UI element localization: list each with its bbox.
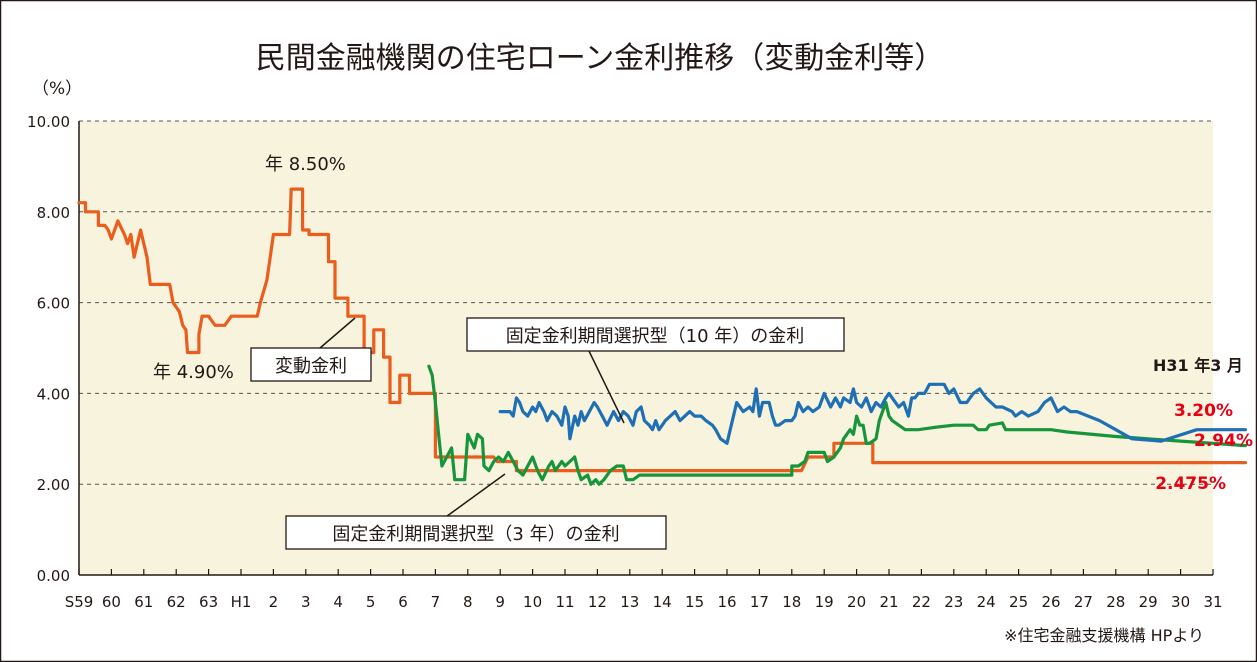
x-tick-label: 12 <box>588 593 607 611</box>
x-tick-label: 26 <box>1041 593 1060 611</box>
x-tick-label: 8 <box>463 593 473 611</box>
series-line-0 <box>77 187 1247 473</box>
label-box-3yr <box>285 515 667 550</box>
y-tick-label: 10.00 <box>27 113 70 131</box>
y-tick-label: 6.00 <box>37 295 70 313</box>
x-tick-label: 23 <box>944 593 963 611</box>
x-tick-label: 17 <box>750 593 769 611</box>
x-tick-label: 5 <box>366 593 376 611</box>
series-line-1 <box>427 364 1247 486</box>
leader-line-variable <box>319 317 356 349</box>
x-tick-label: 60 <box>102 593 121 611</box>
x-tick-label: 22 <box>912 593 931 611</box>
x-tick-label: 14 <box>653 593 672 611</box>
current-date-label: H31 年3 月 <box>1153 356 1243 375</box>
end-label-3yr: 2.94% <box>1194 431 1253 451</box>
label-10yr-rate: 固定金利期間選択型（10 年）の金利 <box>506 326 805 347</box>
label-variable-rate: 変動金利 <box>275 356 347 377</box>
x-tick-label: 7 <box>431 593 441 611</box>
x-tick-label: 4 <box>333 593 343 611</box>
label-box-variable <box>250 347 372 382</box>
x-tick-label: S59 <box>65 593 94 611</box>
x-tick-label: 16 <box>717 593 736 611</box>
x-tick-label: 10 <box>523 593 542 611</box>
label-3yr-rate: 固定金利期間選択型（3 年）の金利 <box>332 524 619 545</box>
series-line-2 <box>498 382 1247 445</box>
x-tick-label: 30 <box>1171 593 1190 611</box>
leader-line-3yr <box>442 473 506 520</box>
x-tick-label: 11 <box>555 593 574 611</box>
x-tick-label: 31 <box>1203 593 1222 611</box>
y-tick-label: 8.00 <box>37 204 70 222</box>
y-axis-label: （%） <box>32 79 82 99</box>
x-tick-label: 25 <box>1009 593 1028 611</box>
annotation-peak: 年 8.50% <box>265 154 346 175</box>
x-tick-label: 3 <box>301 593 311 611</box>
x-tick-label: 63 <box>199 593 218 611</box>
x-tick-label: 18 <box>782 593 801 611</box>
x-tick-label: 24 <box>977 593 996 611</box>
y-tick-label: 0.00 <box>37 567 70 585</box>
x-tick-label: 27 <box>1074 593 1093 611</box>
x-tick-label: 2 <box>269 593 279 611</box>
end-label-variable: 2.475% <box>1155 474 1226 494</box>
x-tick-labels: S59 60 61 62 63 H1 2 3 4 5 6 7 8 9 10 11 12 13 14 15 16 17 18 1… <box>65 569 1223 611</box>
x-tick-label: 61 <box>134 593 153 611</box>
y-tick-label: 4.00 <box>37 385 70 403</box>
source-note: ※住宅金融支援機構 HPより <box>1004 626 1204 645</box>
leader-line-10yr <box>587 348 625 424</box>
grid-lines <box>79 120 1213 485</box>
x-tick-label: 21 <box>879 593 898 611</box>
x-tick-label: 19 <box>815 593 834 611</box>
x-tick-label: 29 <box>1139 593 1158 611</box>
label-box-10yr <box>466 317 845 352</box>
y-tick-labels: 0.00 2.00 4.00 6.00 8.00 10.00 <box>27 113 70 585</box>
x-tick-label: 9 <box>495 593 505 611</box>
x-tick-label: 13 <box>620 593 639 611</box>
end-label-10yr: 3.20% <box>1174 401 1233 421</box>
x-tick-label: 62 <box>167 593 186 611</box>
x-tick-label: H1 <box>231 593 252 611</box>
x-tick-label: 6 <box>398 593 408 611</box>
annotation-trough: 年 4.90% <box>153 362 234 383</box>
chart-title: 民間金融機関の住宅ローン金利推移（変動金利等） <box>256 41 945 76</box>
y-tick-label: 2.00 <box>37 476 70 494</box>
x-tick-label: 20 <box>847 593 866 611</box>
x-tick-label: 15 <box>685 593 704 611</box>
series-lines <box>77 187 1247 486</box>
x-tick-label: 28 <box>1106 593 1125 611</box>
